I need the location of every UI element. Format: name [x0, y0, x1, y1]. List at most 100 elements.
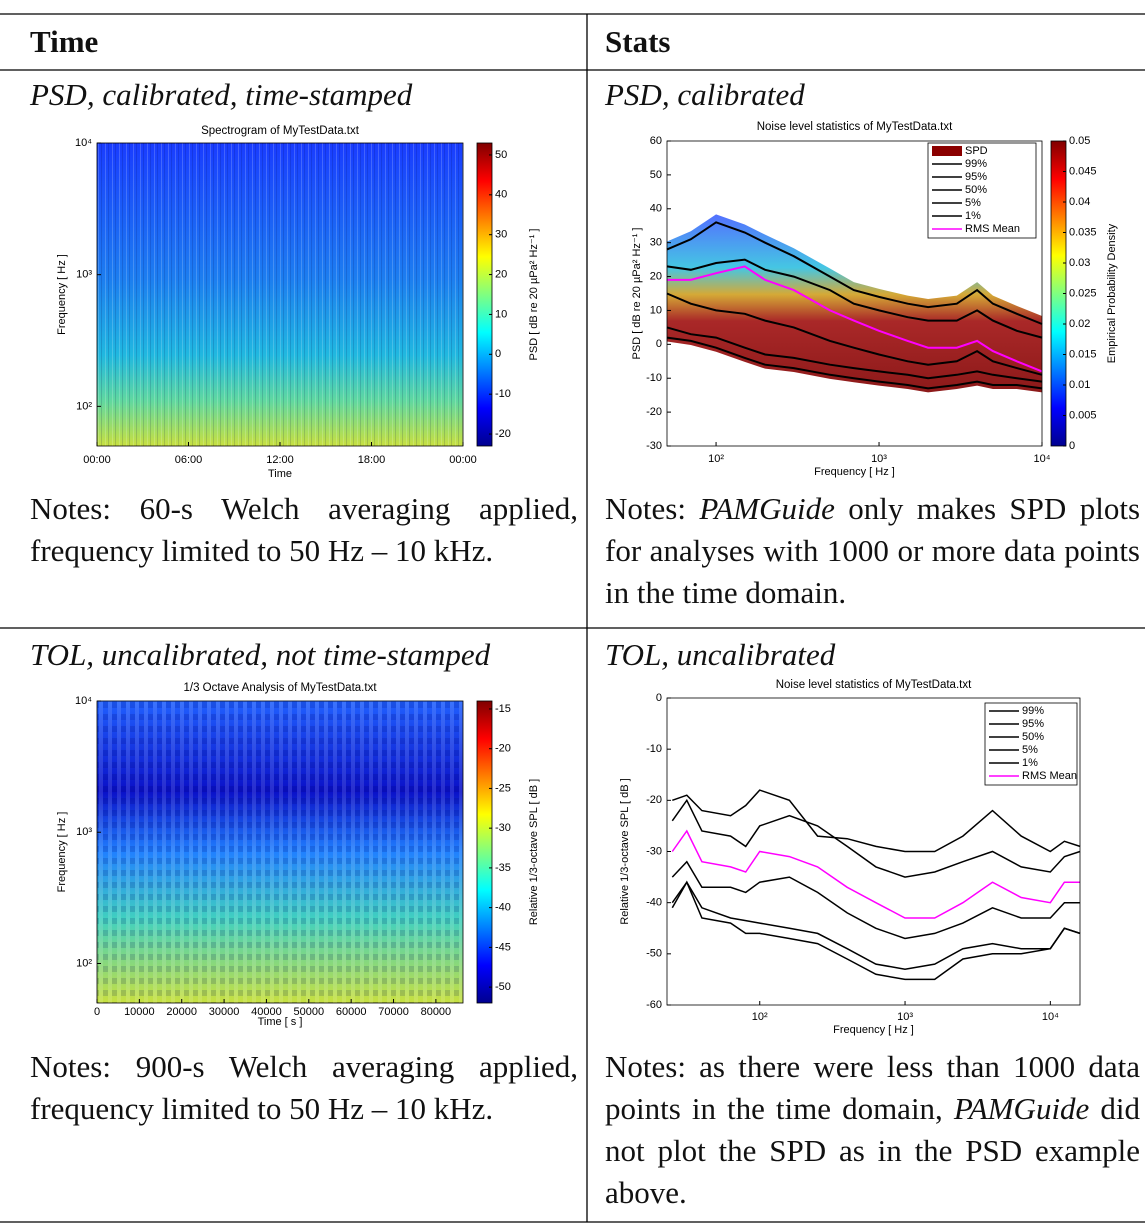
- y-tick-label: 10²: [76, 957, 92, 969]
- y-tick-label: -20: [646, 794, 662, 806]
- colorbar-tick-label: 20: [495, 268, 507, 280]
- y-tick-label: 10³: [76, 269, 92, 281]
- table-rules: [0, 13, 1145, 1223]
- y-tick-label: 50: [650, 169, 662, 181]
- series-line: [672, 789, 1081, 853]
- x-tick-label: 0: [94, 1006, 100, 1018]
- x-tick-label: 10000: [124, 1006, 155, 1018]
- figure: 1/3 Octave Analysis of MyTestData.txt Tim…: [56, 682, 540, 1028]
- x-tick-label: 50000: [294, 1006, 325, 1018]
- colorbar-tick-label: -40: [495, 902, 511, 914]
- caption: TOL, uncalibrated, not time-stamped: [30, 637, 491, 672]
- chart-title: 1/3 Octave Analysis of MyTestData.txt: [183, 682, 377, 694]
- legend-label: 99%: [965, 158, 987, 170]
- y-tick-label: 10²: [76, 400, 92, 412]
- series-line: [666, 326, 1043, 383]
- x-tick-label: 12:00: [266, 454, 294, 466]
- colorbar-label: PSD [ dB re 20 µPa² Hz⁻¹ ]: [528, 229, 540, 361]
- colorbar-tick-label: -10: [495, 388, 511, 400]
- legend-label: 5%: [965, 197, 981, 209]
- x-axis-label: Frequency [ Hz ]: [814, 466, 895, 478]
- y-tick-label: 60: [650, 135, 662, 147]
- colorbar-tick-label: 0.03: [1069, 257, 1090, 269]
- colorbar-tick-label: 0: [495, 348, 501, 360]
- colorbar-tick-label: 0.035: [1069, 226, 1097, 238]
- legend-box: [984, 702, 1078, 786]
- spectrogram-texture: [97, 143, 463, 446]
- notes-text: did not plot the SPD as in the PSD examp…: [605, 1091, 1140, 1210]
- x-tick-label: 10⁴: [1042, 1011, 1059, 1023]
- colorbar-tick-label: 0.005: [1069, 409, 1097, 421]
- series-line: [671, 829, 1080, 919]
- x-tick-label: 70000: [378, 1006, 409, 1018]
- chart-title: Spectrogram of MyTestData.txt: [201, 125, 360, 137]
- x-axis-label: Frequency [ Hz ]: [833, 1024, 914, 1036]
- legend-label: SPD: [965, 145, 988, 157]
- legend-label: RMS Mean: [1022, 770, 1077, 782]
- x-tick-label: 10³: [871, 453, 887, 465]
- colorbar-tick-label: 0.04: [1069, 196, 1090, 208]
- legend-label: 95%: [1022, 718, 1044, 730]
- y-tick-label: 40: [650, 203, 662, 215]
- notes: Notes: 60-s Welch averaging applied, fre…: [30, 488, 578, 572]
- colorbar: [476, 142, 493, 447]
- x-tick-label: 10²: [708, 453, 724, 465]
- y-tick-label: 0: [656, 338, 662, 350]
- colorbar: [476, 700, 493, 1004]
- plot-frame: [666, 140, 1043, 447]
- chart-title: Noise level statistics of MyTestData.txt: [776, 679, 972, 691]
- y-axis-label: Relative 1/3-octave SPL [ dB ]: [619, 778, 631, 924]
- x-tick-label: 10²: [752, 1011, 768, 1023]
- notes-text: PAMGuide: [699, 491, 835, 526]
- legend-swatch: [932, 146, 962, 156]
- legend-label: 50%: [1022, 731, 1044, 743]
- x-axis-label: Time [ s ]: [258, 1016, 303, 1028]
- x-tick-label: 40000: [251, 1006, 282, 1018]
- x-tick-label: 80000: [421, 1006, 452, 1018]
- column-header: Time: [30, 24, 99, 59]
- y-tick-label: 10: [650, 304, 662, 316]
- column-header: Stats: [605, 24, 671, 59]
- legend-label: 5%: [1022, 744, 1038, 756]
- x-tick-label: 60000: [336, 1006, 367, 1018]
- y-tick-label: 10⁴: [75, 137, 92, 149]
- caption: PSD, calibrated, time-stamped: [30, 77, 413, 112]
- y-axis-label: PSD [ dB re 20 µPa² Hz⁻¹ ]: [631, 228, 643, 360]
- series-line: [667, 265, 1043, 373]
- plot-frame: [96, 700, 464, 1004]
- series-line: [671, 880, 1081, 970]
- colorbar-tick-label: 10: [495, 308, 507, 320]
- y-tick-label: 0: [656, 692, 662, 704]
- colorbar-tick-label: 0.045: [1069, 165, 1097, 177]
- colorbar-tick-label: -25: [495, 782, 511, 794]
- notes: Notes: as there were less than 1000 data…: [605, 1046, 1140, 1214]
- colorbar-tick-label: -30: [495, 822, 511, 834]
- y-tick-label: 30: [650, 237, 662, 249]
- series-line: [671, 880, 1081, 981]
- colorbar-tick-label: 0.02: [1069, 318, 1090, 330]
- colorbar-tick-label: -45: [495, 941, 511, 953]
- x-tick-label: 30000: [209, 1006, 240, 1018]
- legend-label: 50%: [965, 184, 987, 196]
- series-line: [671, 860, 1080, 940]
- y-tick-label: -20: [646, 406, 662, 418]
- chart-title: Noise level statistics of MyTestData.txt: [757, 121, 953, 133]
- colorbar-tick-label: 40: [495, 189, 507, 201]
- figure: Spectrogram of MyTestData.txt Time Frequen…: [56, 125, 540, 480]
- colorbar-label: Relative 1/3-octave SPL [ dB ]: [528, 779, 540, 925]
- y-tick-label: -10: [646, 743, 662, 755]
- y-axis-label: Frequency [ Hz ]: [56, 812, 68, 893]
- figure: 99%95%50%5%1%RMS Mean Noise level statist…: [619, 679, 1081, 1036]
- notes: Notes: PAMGuide only makes SPD plots for…: [605, 488, 1140, 614]
- y-tick-label: -30: [646, 440, 662, 452]
- colorbar-tick-label: 50: [495, 149, 507, 161]
- y-axis-label: Frequency [ Hz ]: [56, 254, 68, 335]
- y-tick-label: 10³: [76, 826, 92, 838]
- colorbar-tick-label: -15: [495, 703, 511, 715]
- series-line: [666, 258, 1043, 339]
- legend-label: 99%: [1022, 705, 1044, 717]
- colorbar-tick-label: 0.01: [1069, 379, 1090, 391]
